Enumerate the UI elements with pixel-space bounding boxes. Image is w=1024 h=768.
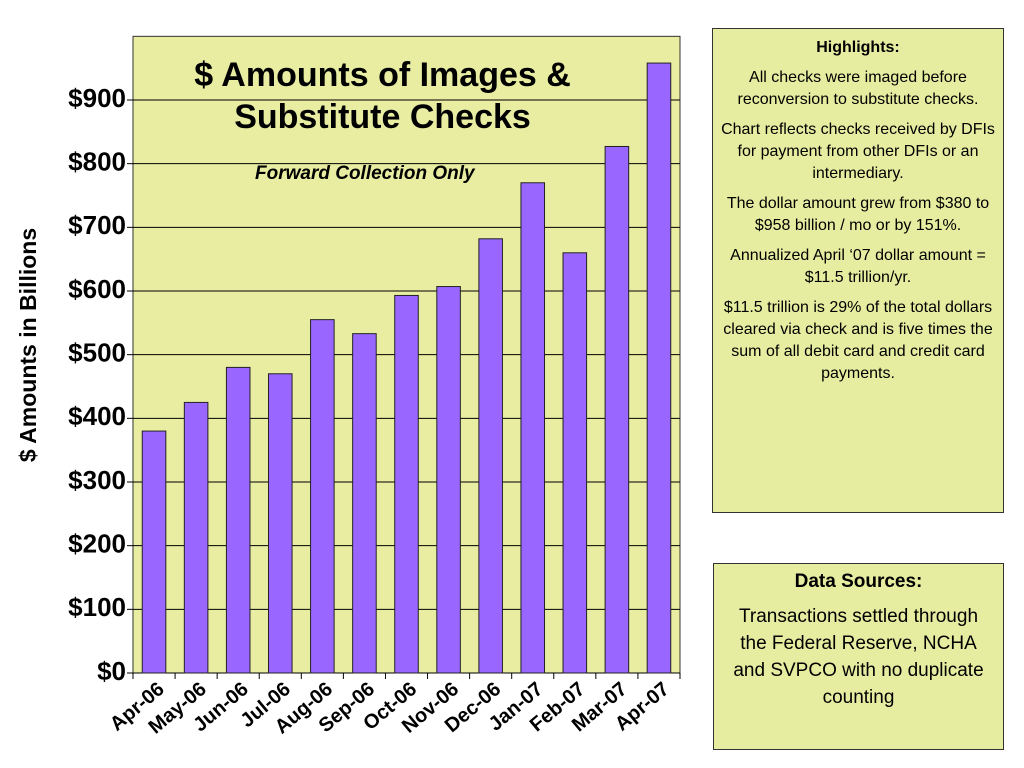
bar <box>267 373 293 674</box>
bar <box>183 401 209 674</box>
bar <box>562 252 588 674</box>
bar <box>310 319 335 674</box>
sources-box: Data Sources: Transactions settled throu… <box>713 563 1004 750</box>
y-tick-label: $700 <box>68 210 126 240</box>
sources-text: Transactions settled through the Federal… <box>733 606 984 708</box>
chart-subtitle: Forward Collection Only <box>255 163 475 184</box>
bar <box>394 294 419 674</box>
y-tick-label: $400 <box>68 401 126 431</box>
y-tick-label: $100 <box>68 592 126 622</box>
chart-title: $ Amounts of Images & Substitute Checks <box>194 56 571 136</box>
highlights-heading: Highlights: <box>816 39 900 56</box>
bar <box>478 238 503 674</box>
y-axis-label: $ Amounts in Billions <box>15 228 41 462</box>
highlight-paragraph: Annualized April ‘07 dollar amount = $11… <box>730 247 986 286</box>
bar <box>646 62 672 674</box>
bar <box>141 430 167 674</box>
highlights-box: Highlights: All checks were imaged befor… <box>712 28 1004 513</box>
sources-heading: Data Sources: <box>794 571 923 592</box>
bar <box>436 286 461 674</box>
y-tick-label: $200 <box>68 529 126 559</box>
y-tick-label: $800 <box>68 147 126 177</box>
highlight-paragraph: Chart reflects checks received by DFIs f… <box>721 121 995 182</box>
bar <box>352 333 377 674</box>
bar <box>520 182 546 674</box>
y-tick-label: $900 <box>68 83 126 113</box>
highlight-paragraph: All checks were imaged before reconversi… <box>737 69 979 108</box>
bar <box>225 366 251 674</box>
y-tick-label: $0 <box>97 656 126 686</box>
highlight-paragraph: The dollar amount grew from $380 to $958… <box>726 195 990 234</box>
y-tick-label: $600 <box>68 274 126 304</box>
y-tick-label: $500 <box>68 338 126 368</box>
highlight-paragraph: $11.5 trillion is 29% of the total dolla… <box>723 299 993 382</box>
y-tick-label: $300 <box>68 465 126 495</box>
bar <box>604 145 630 674</box>
